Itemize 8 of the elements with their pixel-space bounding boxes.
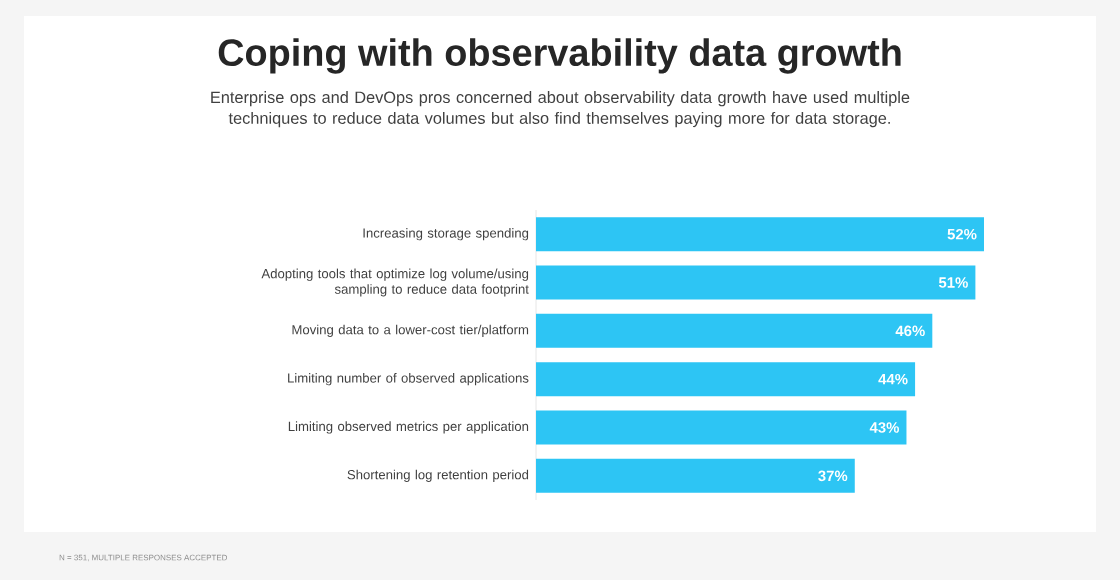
- chart-title: Coping with observability data growth: [218, 38, 901, 74]
- chart-subtitle: Enterprise ops and DevOps pros concerned about observability data growth have used multiple techniques to reduce data volumes but also find themselves paying more for data storage.: [211, 91, 910, 128]
- bar: [536, 313, 933, 348]
- bar: [536, 265, 976, 300]
- bar: [536, 217, 984, 252]
- bar: [536, 458, 855, 493]
- bar: [536, 362, 916, 397]
- bar: [536, 410, 907, 445]
